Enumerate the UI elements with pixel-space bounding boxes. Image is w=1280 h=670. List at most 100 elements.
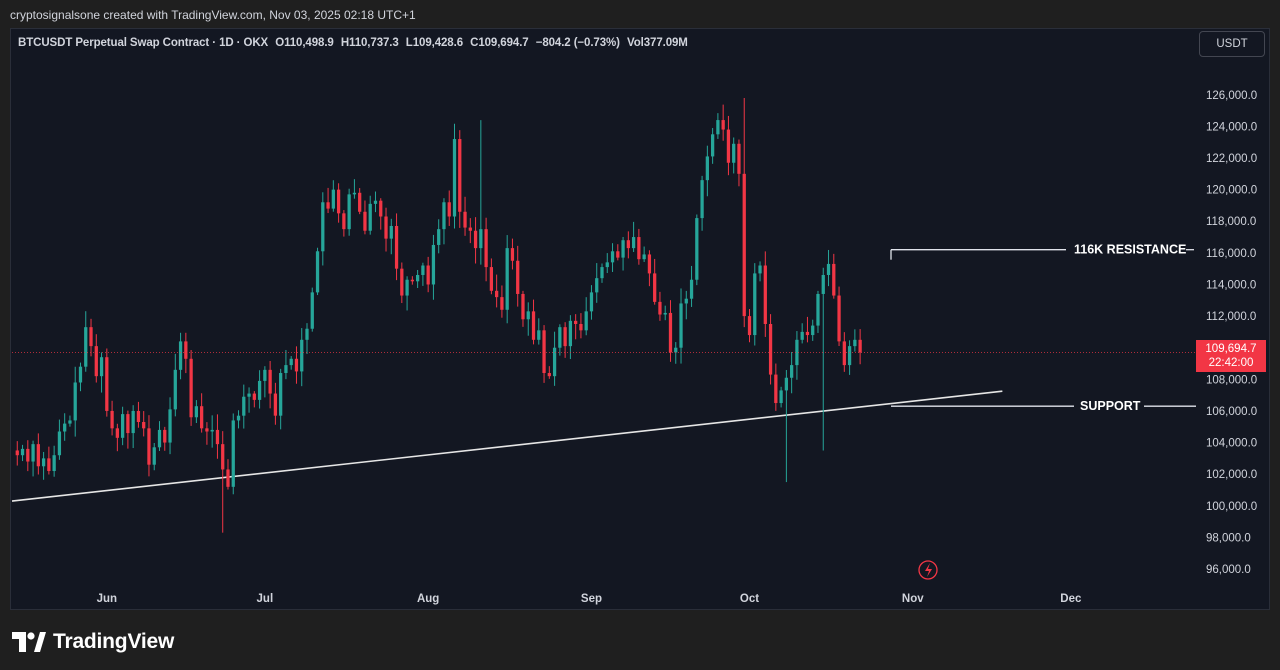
candle: [452, 123, 457, 229]
price-tick-label: 96,000.0: [1206, 564, 1251, 576]
candle: [637, 228, 641, 265]
candle: [552, 331, 557, 386]
candle-body: [547, 373, 551, 377]
candle: [816, 290, 820, 333]
candle-body: [99, 357, 104, 377]
candle-body: [57, 431, 62, 456]
price-axis: 126,000.0 124,000.0 122,000.0 120,000.0 118,…: [1206, 90, 1257, 576]
candle: [252, 391, 256, 408]
candle: [821, 267, 825, 451]
legend-close-label: C: [470, 37, 479, 49]
candle: [473, 217, 478, 264]
candle: [52, 445, 56, 477]
candle-body: [173, 369, 177, 410]
candle: [526, 302, 530, 336]
candle: [358, 188, 362, 215]
candle: [415, 269, 420, 289]
candle-body: [537, 330, 541, 340]
candle: [163, 426, 167, 451]
candle-body: [294, 358, 299, 372]
candle-body: [700, 180, 704, 219]
candle-body: [763, 265, 767, 324]
candle-body: [484, 229, 488, 268]
candle-body: [716, 120, 720, 135]
candle-body: [368, 203, 372, 231]
price-tick-label: 98,000.0: [1206, 532, 1251, 544]
chart-pane[interactable]: [10, 28, 1270, 610]
candle: [431, 234, 436, 300]
candle: [120, 406, 125, 446]
candle: [84, 311, 88, 372]
candle: [268, 360, 272, 409]
candle: [63, 413, 67, 441]
candle-body: [221, 444, 225, 470]
candle-body: [610, 251, 615, 263]
candle-body: [331, 189, 335, 209]
candle-body: [784, 377, 789, 391]
candle-body: [157, 429, 162, 448]
legend-volume: 377.09M: [643, 37, 688, 49]
candle: [500, 285, 504, 318]
tradingview-logo-icon: [12, 632, 46, 652]
candle-body: [458, 139, 462, 212]
candle-body: [336, 189, 341, 214]
candle-body: [668, 312, 673, 353]
candle: [236, 410, 241, 429]
candle-body: [842, 341, 846, 366]
candle-body: [358, 192, 362, 212]
candle: [347, 188, 351, 236]
legend-symbol[interactable]: BTCUSDT Perpetual Swap Contract · 1D · O…: [18, 37, 269, 49]
candle-body: [637, 237, 641, 260]
candle: [442, 198, 446, 245]
candle-body: [152, 447, 156, 465]
candle-body: [658, 301, 662, 315]
candle: [105, 348, 109, 417]
candle-body: [184, 341, 188, 359]
candle: [284, 349, 288, 380]
candle: [142, 411, 146, 437]
candle-body: [394, 225, 399, 269]
candle-body: [421, 265, 425, 275]
candle-body: [542, 330, 546, 374]
candle: [653, 258, 657, 305]
price-tick-label: 124,000.0: [1206, 121, 1257, 133]
candle: [89, 318, 93, 357]
legend-open: 110,498.9: [284, 37, 334, 49]
candle: [168, 397, 172, 455]
tradingview-logo[interactable]: TradingView: [12, 629, 174, 655]
candle: [257, 370, 262, 409]
price-tick-label: 120,000.0: [1206, 185, 1257, 197]
candle-body: [710, 134, 715, 157]
currency-button[interactable]: USDT: [1199, 31, 1265, 57]
last-price-value: 109,694.7: [1205, 343, 1257, 355]
candle: [379, 198, 383, 230]
candle: [774, 363, 778, 411]
candle-body: [579, 324, 583, 331]
candle-body: [447, 202, 451, 217]
candle-body: [257, 380, 262, 400]
candle: [294, 346, 299, 384]
candle-body: [352, 192, 357, 195]
candle-body: [679, 303, 683, 348]
candle-body: [584, 311, 588, 331]
candle-body: [695, 218, 699, 280]
support-label: SUPPORT: [1080, 399, 1141, 413]
candle-body: [310, 292, 314, 329]
candle: [642, 246, 646, 263]
candle: [189, 349, 193, 426]
candle: [147, 415, 151, 477]
candle-body: [321, 202, 325, 252]
candle: [853, 329, 857, 352]
candle: [463, 196, 467, 236]
candle-body: [726, 129, 731, 163]
candle-body: [115, 428, 119, 438]
candle-body: [563, 327, 567, 347]
candle: [521, 290, 525, 327]
candle: [663, 305, 667, 321]
candle-body: [568, 320, 573, 347]
candle: [847, 340, 852, 375]
candle-body: [400, 268, 404, 296]
candle-body: [120, 414, 125, 438]
candle-body: [410, 279, 414, 282]
